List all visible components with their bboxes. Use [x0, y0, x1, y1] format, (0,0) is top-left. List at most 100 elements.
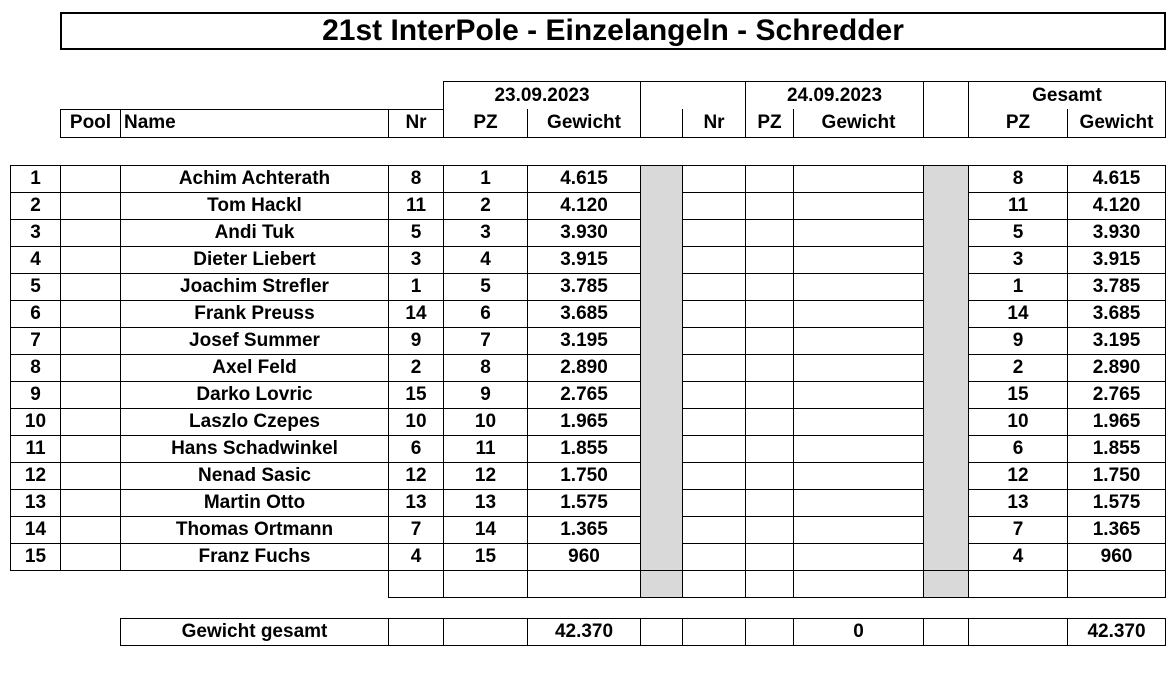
col-name: Name	[120, 108, 389, 138]
nr-cell: 4	[388, 543, 444, 571]
pool-cell	[60, 300, 121, 328]
pz-cell: 7	[443, 327, 528, 355]
nr-day2-cell	[682, 164, 746, 193]
total-gewicht-cell: 960	[1067, 543, 1166, 571]
total-pz-cell: 11	[968, 192, 1068, 220]
rank-cell: 8	[10, 354, 61, 382]
table-row: 3 Andi Tuk 5 3 3.930 5 3.930	[10, 219, 1166, 247]
table-row: 5 Joachim Strefler 1 5 3.785 1 3.785	[10, 273, 1166, 301]
separator-cell	[923, 164, 969, 192]
name-cell: Andi Tuk	[120, 219, 389, 247]
gewicht-cell: 3.685	[527, 300, 641, 328]
col-pz-day2: PZ	[745, 109, 794, 138]
gewicht-cell: 1.855	[527, 435, 641, 463]
nr-cell: 7	[388, 516, 444, 544]
gewicht-day2-cell	[793, 543, 924, 571]
total-pz-cell: 15	[968, 381, 1068, 409]
gewicht-cell: 960	[527, 543, 641, 571]
pool-cell	[60, 462, 121, 490]
separator-cell	[640, 246, 683, 273]
total-pz-cell: 12	[968, 462, 1068, 490]
name-cell: Dieter Liebert	[120, 246, 389, 274]
total-pz-cell: 6	[968, 435, 1068, 463]
col-pool: Pool	[60, 108, 121, 138]
total-gewicht-cell: 1.575	[1067, 489, 1166, 517]
col-nr-day1: Nr	[388, 108, 444, 138]
total-pz-cell: 5	[968, 219, 1068, 247]
pz-day2-cell	[745, 462, 794, 490]
nr-cell: 11	[388, 192, 444, 220]
total-weight-label: Gewicht gesamt	[120, 617, 389, 646]
gewicht-cell: 2.890	[527, 354, 641, 382]
separator-cell	[923, 354, 969, 381]
separator-cell	[923, 273, 969, 300]
gewicht-day2-cell	[793, 435, 924, 463]
name-cell: Laszlo Czepes	[120, 408, 389, 436]
pz-cell: 3	[443, 219, 528, 247]
nr-day2-cell	[682, 489, 746, 517]
total-pz-cell: 1	[968, 273, 1068, 301]
total-pz-cell: 9	[968, 327, 1068, 355]
total-gewicht-cell: 1.750	[1067, 462, 1166, 490]
table-row: 1 Achim Achterath 8 1 4.615 8 4.615	[10, 164, 1166, 193]
pz-cell: 5	[443, 273, 528, 301]
total-gewicht-cell: 3.685	[1067, 300, 1166, 328]
rank-cell: 2	[10, 192, 61, 220]
rank-cell: 5	[10, 273, 61, 301]
col-pz-day1: PZ	[443, 109, 528, 138]
name-cell: Franz Fuchs	[120, 543, 389, 571]
gewicht-day2-cell	[793, 381, 924, 409]
results-table: 23.09.2023 24.09.2023 Gesamt Pool Name N…	[10, 81, 1166, 646]
pz-day2-cell	[745, 300, 794, 328]
nr-day2-cell	[682, 516, 746, 544]
separator-cell	[923, 462, 969, 489]
total-weight-row: Gewicht gesamt 42.370 0 42.370	[11, 617, 1166, 646]
name-cell: Martin Otto	[120, 489, 389, 517]
pz-day2-cell	[745, 219, 794, 247]
separator-cell	[640, 435, 683, 462]
gewicht-cell: 4.120	[527, 192, 641, 220]
pool-cell	[60, 516, 121, 544]
total-pz-cell: 3	[968, 246, 1068, 274]
pool-cell	[60, 381, 121, 409]
total-gewicht-cell: 3.915	[1067, 246, 1166, 274]
total-header: Gesamt	[968, 81, 1166, 109]
gewicht-cell: 2.765	[527, 381, 641, 409]
col-gewicht-total: Gewicht	[1067, 109, 1166, 138]
total-pz-cell: 2	[968, 354, 1068, 382]
nr-cell: 12	[388, 462, 444, 490]
name-cell: Nenad Sasic	[120, 462, 389, 490]
rank-cell: 1	[10, 164, 61, 193]
separator-cell	[923, 489, 969, 516]
separator-cell	[640, 219, 683, 246]
nr-day2-cell	[682, 354, 746, 382]
rank-cell: 11	[10, 435, 61, 463]
day1-date: 23.09.2023	[443, 81, 641, 109]
gewicht-day2-cell	[793, 489, 924, 517]
nr-cell: 5	[388, 219, 444, 247]
table-row: 6 Frank Preuss 14 6 3.685 14 3.685	[10, 300, 1166, 328]
pz-day2-cell	[745, 164, 794, 193]
rank-cell: 9	[10, 381, 61, 409]
pz-day2-cell	[745, 408, 794, 436]
total-gewicht-cell: 2.765	[1067, 381, 1166, 409]
gewicht-cell: 3.195	[527, 327, 641, 355]
pz-day2-cell	[745, 489, 794, 517]
total-gewicht-cell: 1.855	[1067, 435, 1166, 463]
separator-cell	[640, 516, 683, 543]
gewicht-day2-cell	[793, 219, 924, 247]
total-gewicht-cell: 3.195	[1067, 327, 1166, 355]
grand-total-weight: 42.370	[1067, 617, 1166, 646]
rank-cell: 4	[10, 246, 61, 274]
separator-cell	[640, 543, 683, 571]
pz-day2-cell	[745, 192, 794, 220]
nr-cell: 3	[388, 246, 444, 274]
rank-cell: 13	[10, 489, 61, 517]
separator-cell	[640, 300, 683, 327]
gewicht-cell: 1.965	[527, 408, 641, 436]
pz-day2-cell	[745, 354, 794, 382]
total-pz-cell: 7	[968, 516, 1068, 544]
nr-day2-cell	[682, 435, 746, 463]
rank-cell: 7	[10, 327, 61, 355]
separator-cell	[640, 489, 683, 516]
